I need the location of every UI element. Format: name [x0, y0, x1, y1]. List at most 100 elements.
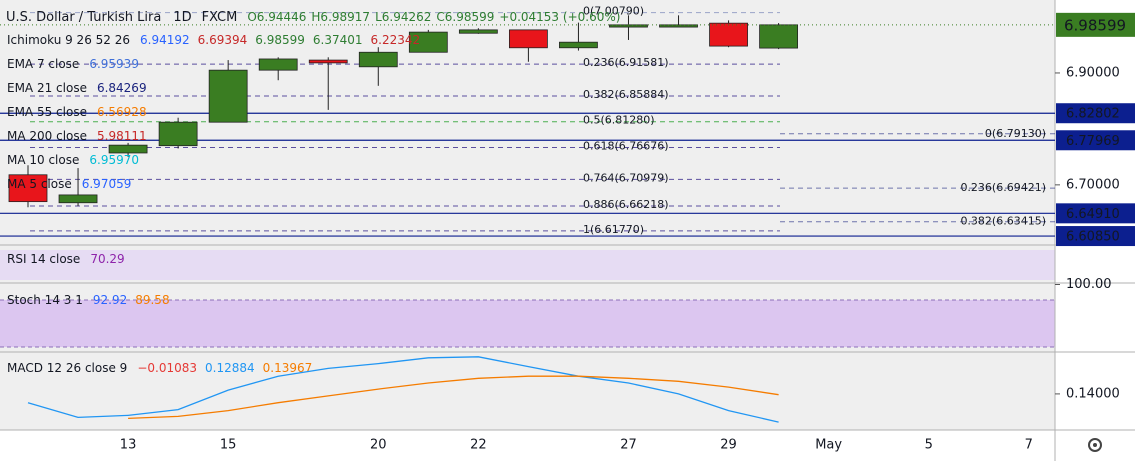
- indicator-legend: MACD 12 26 close 9 −0.01083 0.12884 0.13967: [7, 361, 312, 375]
- x-tick-label: 15: [220, 438, 237, 453]
- price-label-box: [1056, 226, 1135, 247]
- price-label-box: [1056, 130, 1135, 151]
- fib-label: 0.886(6.66218): [583, 198, 669, 211]
- indicator-name: Ichimoku 9 26 52 26: [7, 33, 130, 47]
- indicator-legend: EMA 55 close 6.56928: [7, 105, 147, 119]
- candle-body: [659, 24, 698, 28]
- x-tick-label: 7: [1025, 438, 1033, 453]
- indicator-name: EMA 55 close: [7, 105, 87, 119]
- candle-body: [258, 58, 298, 71]
- candle-body: [108, 144, 148, 154]
- fib-label: 0.382(6.85884): [583, 88, 669, 101]
- fib-label: 0.764(6.70979): [583, 171, 669, 184]
- candle-body: [158, 121, 198, 147]
- candle-body: [208, 69, 248, 123]
- y-tick-label: 6.70000: [1066, 177, 1120, 192]
- price-label: 6.60850: [1066, 230, 1120, 245]
- candle-body: [358, 51, 398, 68]
- candle-body: [508, 29, 548, 49]
- indicator-legend: EMA 21 close 6.84269: [7, 81, 147, 95]
- fib-label: 0(7.00790): [583, 5, 644, 18]
- y-tick-label: 0.14000: [1066, 386, 1120, 401]
- indicator-legend: Stoch 14 3 1 92.92 89.58: [7, 293, 170, 307]
- x-tick-label: May: [815, 438, 842, 453]
- fib-label: 0.5(6.81280): [583, 114, 655, 127]
- candle-body: [308, 59, 348, 64]
- ohlc-value: +0.04153 (+0.60%): [499, 10, 620, 24]
- indicator-legend: Ichimoku 9 26 52 26 6.94192 6.69394 6.98599…: [7, 33, 420, 47]
- x-tick-label: 13: [120, 438, 137, 453]
- fib-label: 0.618(6.76676): [583, 140, 669, 153]
- indicator-name: Stoch 14 3 1: [7, 293, 83, 307]
- last-price-box: [1056, 12, 1135, 37]
- chart-header: U.S. Dollar / Turkish Lira 1D FXCM O6.94446…: [6, 10, 620, 25]
- x-tick-label: 20: [370, 438, 387, 453]
- gear[interactable]: [1088, 438, 1102, 452]
- indicator-value: 0.13967: [263, 361, 313, 375]
- candle-body: [559, 41, 598, 49]
- gear-center[interactable]: [1093, 443, 1097, 447]
- price-label-box: [1056, 203, 1135, 224]
- price-label: 6.82802: [1066, 107, 1120, 122]
- indicator-name: RSI 14 close: [7, 252, 80, 266]
- indicator-value: 6.37401: [313, 33, 363, 47]
- price-label: 6.64910: [1066, 207, 1120, 222]
- settings-icon[interactable]: [1088, 438, 1102, 452]
- indicator-name: MA 200 close: [7, 129, 87, 143]
- indicator-value: 6.95970: [89, 153, 139, 167]
- indicator-value: 89.58: [135, 293, 169, 307]
- plot-background: [0, 0, 1055, 430]
- macd-line: [27, 356, 779, 423]
- indicator-legend: MA 10 close 6.95970: [7, 153, 139, 167]
- indicator-value: 6.22342: [371, 33, 421, 47]
- x-tick-label: 22: [470, 438, 487, 453]
- indicator-value: 6.69394: [198, 33, 248, 47]
- rsi-band: [0, 250, 1055, 280]
- candle-body: [709, 22, 748, 47]
- ohlc-value: O6.94446: [247, 10, 306, 24]
- ohlc-value: H6.98917: [311, 10, 370, 24]
- indicator-value: 6.98599: [255, 33, 305, 47]
- fib-label: 1(6.61770): [583, 223, 644, 236]
- candle-body: [759, 24, 798, 49]
- fib-label: 0.236(6.91581): [583, 56, 669, 69]
- x-tick-label: 5: [925, 438, 933, 453]
- indicator-legend: MA 200 close 5.98111: [7, 129, 147, 143]
- indicator-name: EMA 21 close: [7, 81, 87, 95]
- price-label-box: [1056, 103, 1135, 124]
- candle-body: [408, 31, 448, 53]
- fib-label: 0(6.79130): [985, 127, 1046, 140]
- candle-body: [58, 194, 98, 204]
- indicator-value: 6.56928: [97, 105, 147, 119]
- indicator-value: 6.97059: [82, 177, 132, 191]
- ohlc-value: C6.98599: [436, 10, 494, 24]
- indicator-name: MACD 12 26 close 9: [7, 361, 127, 375]
- y-tick-label: 100.00: [1066, 277, 1112, 292]
- last-price-label: 6.98599: [1064, 16, 1126, 34]
- x-tick-label: 27: [620, 438, 637, 453]
- macd-line: [128, 375, 779, 420]
- indicator-value: 6.94192: [140, 33, 190, 47]
- indicator-legend: RSI 14 close 70.29: [7, 252, 125, 266]
- indicator-value: 5.98111: [97, 129, 147, 143]
- interval: 1D: [173, 10, 191, 25]
- candle-body: [8, 174, 48, 203]
- indicator-value: 6.84269: [97, 81, 147, 95]
- x-tick-label: 29: [720, 438, 737, 453]
- indicator-legend: MA 5 close 6.97059: [7, 177, 131, 191]
- indicator-legend: EMA 7 close 6.95939: [7, 57, 139, 71]
- symbol-title: U.S. Dollar / Turkish Lira: [6, 10, 161, 25]
- indicator-value: 6.95939: [89, 57, 139, 71]
- price-label: 6.77969: [1066, 134, 1120, 149]
- source: FXCM: [202, 10, 238, 25]
- y-tick-label: 6.90000: [1066, 65, 1120, 80]
- indicator-name: MA 5 close: [7, 177, 72, 191]
- indicator-name: EMA 7 close: [7, 57, 79, 71]
- indicator-value: 70.29: [90, 252, 124, 266]
- candle-body: [458, 29, 498, 34]
- indicator-value: 92.92: [93, 293, 127, 307]
- fib-label: 0.236(6.69421): [960, 181, 1046, 194]
- fib-label: 0.382(6.63415): [960, 215, 1046, 228]
- stoch-band: [0, 300, 1055, 347]
